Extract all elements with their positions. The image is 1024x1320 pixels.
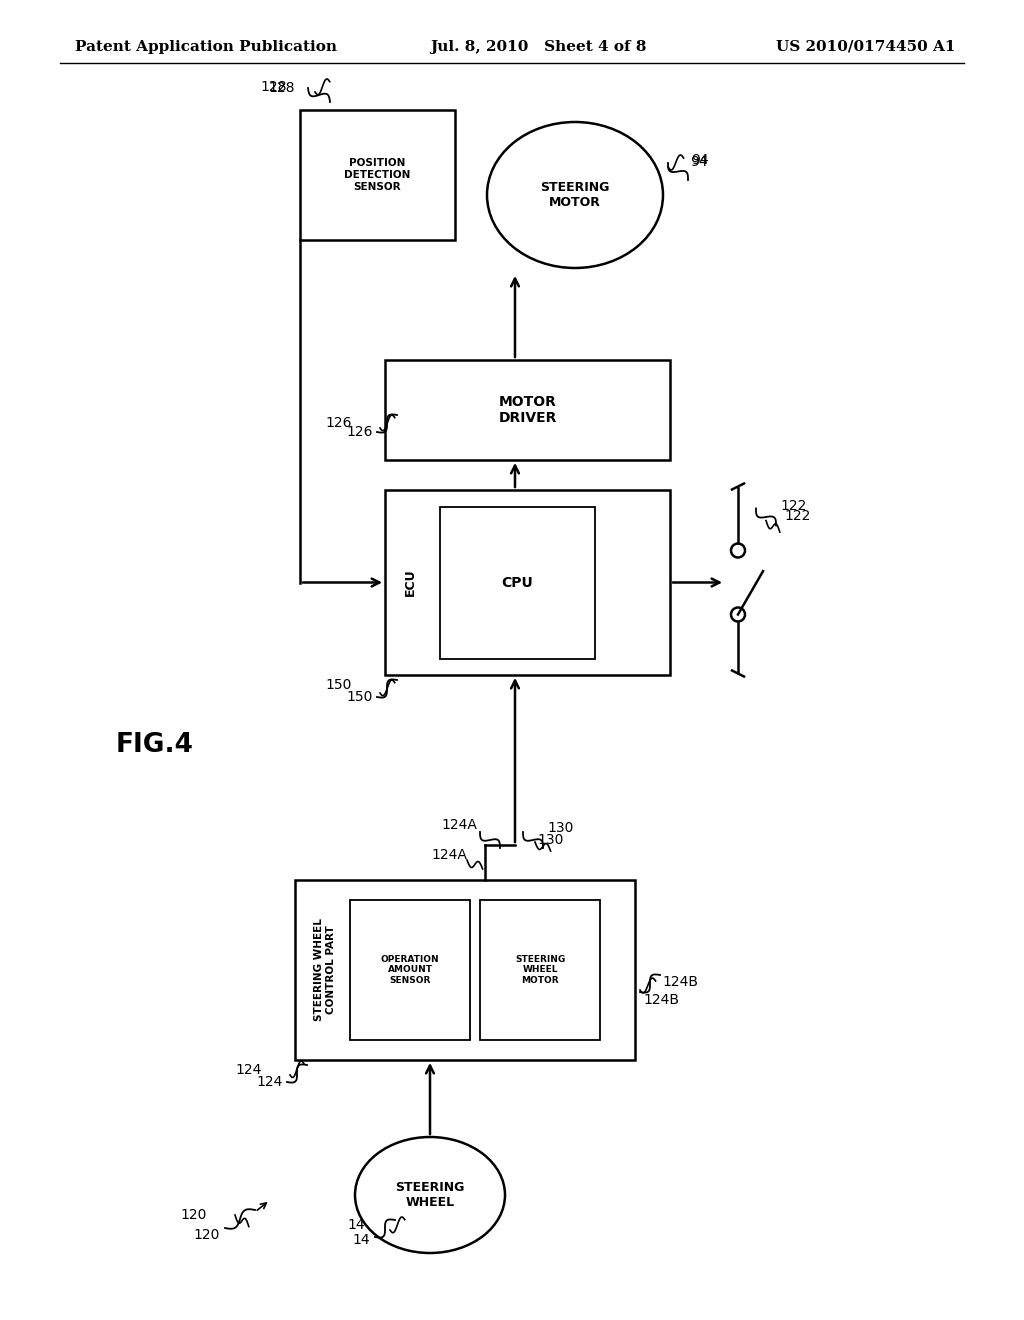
Text: STEERING
MOTOR: STEERING MOTOR — [541, 181, 609, 209]
Text: STEERING
WHEEL: STEERING WHEEL — [395, 1181, 465, 1209]
Text: 94: 94 — [691, 153, 709, 168]
Text: 122: 122 — [780, 499, 806, 512]
Text: US 2010/0174450 A1: US 2010/0174450 A1 — [775, 40, 955, 54]
Text: 14: 14 — [347, 1218, 365, 1232]
Text: 150: 150 — [326, 678, 352, 692]
Text: 150: 150 — [347, 690, 373, 704]
Text: FIG.4: FIG.4 — [116, 733, 194, 758]
Text: 120: 120 — [194, 1228, 220, 1242]
Bar — [385, 360, 670, 459]
Text: Jul. 8, 2010   Sheet 4 of 8: Jul. 8, 2010 Sheet 4 of 8 — [430, 40, 646, 54]
Text: 14: 14 — [352, 1233, 370, 1247]
Text: ECU: ECU — [403, 569, 417, 597]
Text: CPU: CPU — [502, 576, 534, 590]
Bar — [385, 490, 670, 675]
Text: STEERING WHEEL
CONTROL PART: STEERING WHEEL CONTROL PART — [314, 919, 336, 1022]
Text: MOTOR
DRIVER: MOTOR DRIVER — [499, 395, 557, 425]
Text: 126: 126 — [346, 425, 373, 440]
Text: STEERING
WHEEL
MOTOR: STEERING WHEEL MOTOR — [515, 956, 565, 985]
Text: 124B: 124B — [643, 993, 679, 1007]
Text: POSITION
DETECTION
SENSOR: POSITION DETECTION SENSOR — [344, 158, 411, 191]
Text: 126: 126 — [326, 416, 352, 430]
Text: 124A: 124A — [431, 847, 467, 862]
Text: 130: 130 — [547, 821, 573, 836]
Text: 124B: 124B — [662, 975, 698, 989]
Text: 94: 94 — [690, 154, 708, 169]
Text: 128: 128 — [260, 81, 287, 94]
Text: 124: 124 — [257, 1074, 283, 1089]
Text: Patent Application Publication: Patent Application Publication — [75, 40, 337, 54]
Bar — [440, 507, 595, 659]
Text: 130: 130 — [537, 833, 563, 847]
Text: 124: 124 — [236, 1063, 262, 1077]
Text: 122: 122 — [784, 508, 810, 523]
Bar — [350, 900, 470, 1040]
Text: 128: 128 — [268, 81, 295, 95]
Bar — [295, 880, 635, 1060]
Bar — [300, 110, 455, 240]
Text: OPERATION
AMOUNT
SENSOR: OPERATION AMOUNT SENSOR — [381, 956, 439, 985]
Bar — [480, 900, 600, 1040]
Text: 124A: 124A — [441, 818, 477, 832]
Text: 120: 120 — [180, 1208, 207, 1222]
